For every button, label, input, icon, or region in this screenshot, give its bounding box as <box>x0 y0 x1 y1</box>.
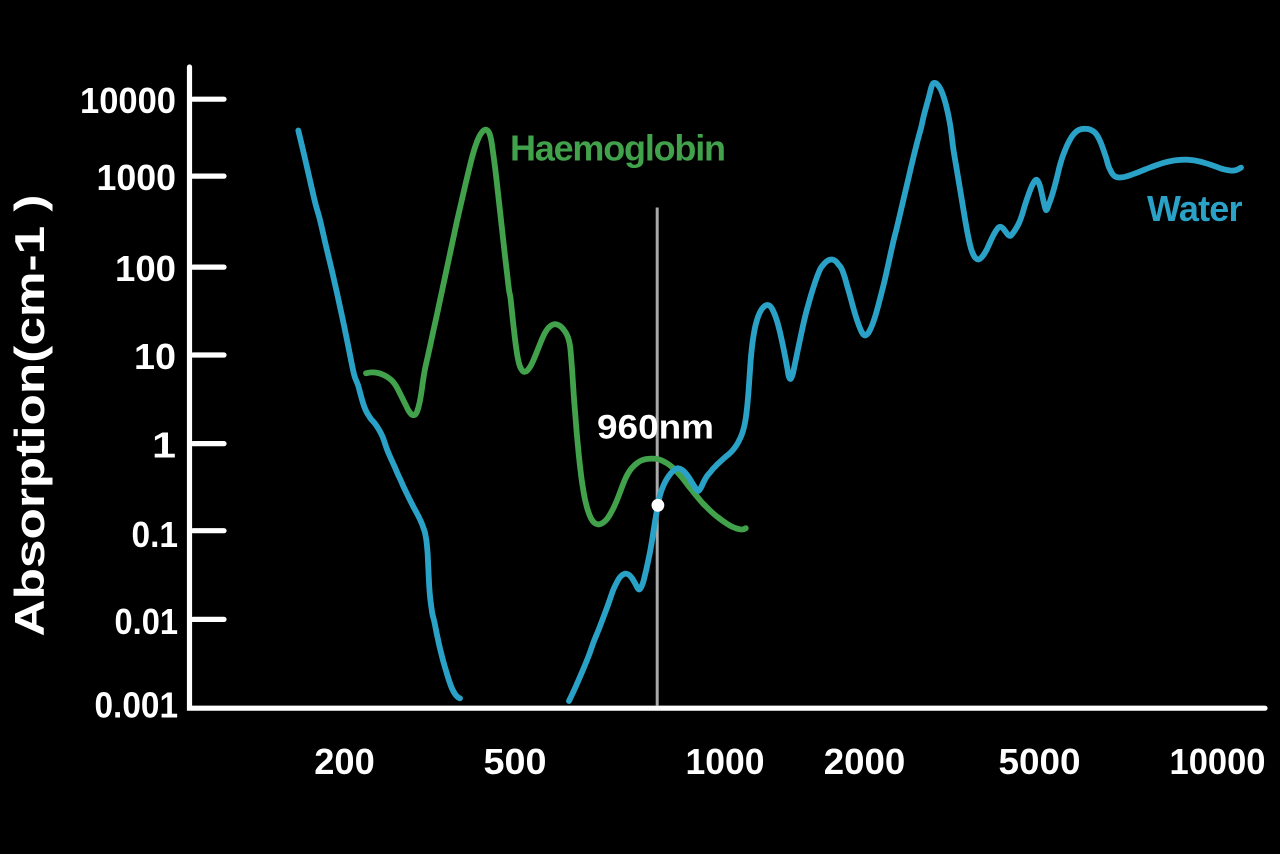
svg-text:Absorption(cm-1 ): Absorption(cm-1 ) <box>6 195 53 637</box>
svg-text:10000: 10000 <box>1170 741 1266 782</box>
svg-text:500: 500 <box>484 741 547 782</box>
svg-text:0.1: 0.1 <box>132 514 179 555</box>
svg-text:5000: 5000 <box>999 741 1081 782</box>
svg-text:200: 200 <box>314 741 375 782</box>
svg-text:Haemoglobin: Haemoglobin <box>510 127 726 168</box>
svg-text:100: 100 <box>115 248 176 289</box>
svg-text:0.001: 0.001 <box>95 685 179 726</box>
svg-text:2000: 2000 <box>824 741 906 782</box>
svg-text:1000: 1000 <box>686 741 765 782</box>
svg-text:1: 1 <box>152 424 176 465</box>
svg-text:1000: 1000 <box>97 157 177 198</box>
svg-text:10000: 10000 <box>80 80 176 121</box>
svg-text:10: 10 <box>134 336 176 377</box>
svg-text:960nm: 960nm <box>597 409 714 447</box>
svg-text:0.01: 0.01 <box>115 601 179 642</box>
svg-text:Water: Water <box>1147 188 1243 229</box>
